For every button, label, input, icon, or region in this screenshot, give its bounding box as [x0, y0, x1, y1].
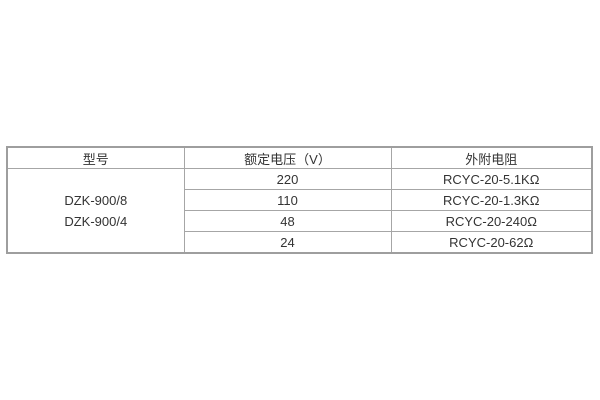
voltage-cell: 220	[183, 168, 392, 190]
voltage-cell: 24	[183, 231, 392, 254]
resistor-cell: RCYC-20-240Ω	[390, 210, 593, 232]
header-row: 型号 额定电压（V） 外附电阻	[6, 146, 593, 169]
table-row: 24 RCYC-20-62Ω	[7, 231, 593, 254]
table-row: 48 RCYC-20-240Ω	[7, 210, 593, 232]
table-row: DZK-900/8 DZK-900/4 220 RCYC-20-5.1KΩ	[6, 168, 593, 254]
header-external-resistor: 外附电阻	[390, 146, 593, 169]
resistor-cell: RCYC-20-62Ω	[390, 231, 593, 254]
spec-table: 型号 额定电压（V） 外附电阻 DZK-900/8 DZK-900/4 220 …	[6, 146, 593, 254]
resistor-cell: RCYC-20-5.1KΩ	[390, 168, 593, 190]
model-name: DZK-900/4	[64, 213, 128, 229]
voltage-cell: 48	[183, 210, 392, 232]
voltage-cell: 110	[183, 189, 392, 211]
model-cell: DZK-900/8 DZK-900/4	[6, 168, 185, 254]
header-model: 型号	[6, 146, 185, 169]
model-name: DZK-900/8	[64, 192, 128, 208]
resistor-cell: RCYC-20-1.3KΩ	[390, 189, 593, 211]
header-rated-voltage: 额定电压（V）	[183, 146, 392, 169]
